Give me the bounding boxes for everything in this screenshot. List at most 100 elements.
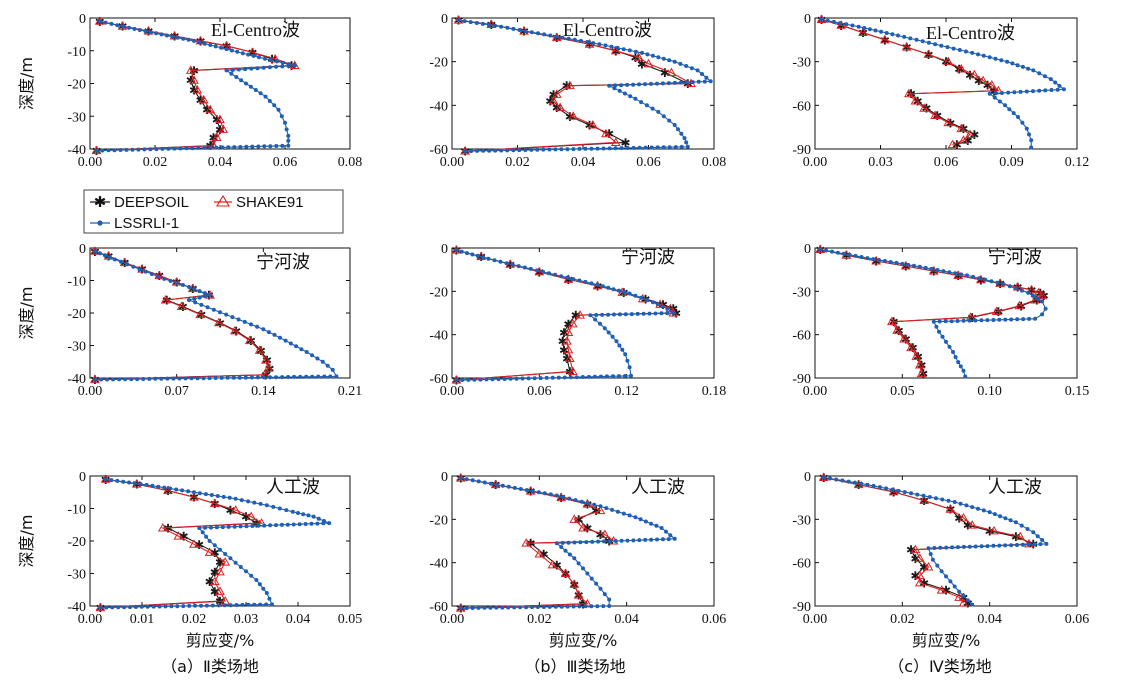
series-lssrli-1 bbox=[456, 18, 713, 154]
data-point bbox=[522, 265, 527, 270]
data-point bbox=[970, 505, 975, 510]
x-tick-label: 0.15 bbox=[1065, 384, 1090, 399]
data-point: ✱ bbox=[545, 94, 555, 108]
data-point bbox=[171, 277, 182, 286]
data-point bbox=[168, 278, 173, 283]
data-point bbox=[219, 45, 224, 50]
data-point bbox=[672, 123, 677, 127]
x-tick-label: 0.03 bbox=[234, 612, 259, 627]
y-axis-label: 深度/m bbox=[17, 287, 36, 340]
data-point bbox=[965, 129, 975, 138]
data-point bbox=[567, 318, 578, 328]
data-point bbox=[944, 574, 948, 579]
data-point bbox=[209, 493, 214, 497]
x-tick-label: 0.08 bbox=[338, 155, 363, 170]
data-point bbox=[656, 55, 661, 60]
data-point bbox=[97, 251, 102, 256]
data-point bbox=[637, 145, 642, 150]
data-point bbox=[208, 43, 213, 47]
data-point bbox=[215, 586, 225, 595]
data-point bbox=[109, 478, 114, 483]
data-point bbox=[1040, 312, 1045, 317]
data-point: ✱ bbox=[974, 74, 984, 88]
data-point bbox=[912, 263, 916, 268]
data-point bbox=[157, 604, 162, 609]
data-point bbox=[617, 374, 621, 379]
data-point: ✱ bbox=[901, 333, 911, 347]
data-point bbox=[973, 544, 978, 549]
data-point bbox=[882, 259, 887, 263]
data-point: ✱ bbox=[205, 575, 215, 589]
data-point bbox=[600, 284, 605, 289]
data-point bbox=[563, 344, 574, 354]
data-point bbox=[474, 21, 479, 25]
data-point bbox=[638, 517, 643, 522]
data-point bbox=[310, 353, 314, 358]
data-point bbox=[818, 247, 823, 252]
data-point bbox=[919, 495, 930, 505]
data-point bbox=[578, 540, 583, 545]
data-point bbox=[659, 311, 664, 316]
data-point bbox=[270, 602, 274, 607]
data-point bbox=[494, 605, 499, 610]
data-point bbox=[104, 605, 109, 610]
data-point bbox=[196, 146, 201, 150]
data-point bbox=[505, 25, 510, 30]
data-point bbox=[204, 603, 209, 608]
data-point bbox=[595, 604, 600, 609]
data-point bbox=[327, 521, 332, 526]
y-tick-label: 0 bbox=[441, 470, 448, 485]
data-point bbox=[1001, 282, 1006, 287]
data-point bbox=[225, 375, 230, 380]
data-point: ✱ bbox=[913, 350, 923, 364]
data-point bbox=[971, 274, 976, 279]
data-point bbox=[945, 45, 950, 50]
data-point bbox=[682, 136, 687, 141]
data-point bbox=[98, 605, 103, 610]
series-shake91 bbox=[90, 246, 274, 384]
data-point: ✱ bbox=[559, 343, 569, 357]
data-point bbox=[819, 17, 824, 22]
data-point bbox=[243, 67, 248, 72]
data-point bbox=[877, 258, 881, 262]
data-point bbox=[1043, 88, 1048, 93]
data-point bbox=[290, 509, 295, 514]
data-point bbox=[578, 522, 588, 532]
data-point bbox=[192, 296, 197, 301]
series-lssrli-1 bbox=[98, 477, 332, 610]
data-point bbox=[250, 524, 255, 528]
data-point bbox=[215, 566, 225, 576]
data-point bbox=[595, 282, 600, 287]
data-point bbox=[197, 295, 202, 300]
data-point bbox=[238, 145, 243, 149]
data-point bbox=[230, 505, 241, 514]
data-point bbox=[684, 80, 689, 85]
y-tick-label: -40 bbox=[429, 329, 448, 344]
data-point bbox=[261, 65, 266, 70]
data-point bbox=[955, 319, 960, 323]
chart-3: 0.00 0.03 0.06 0.09 0.12 0 -30 -60 -90 El-Centro波… bbox=[792, 12, 1089, 170]
data-point bbox=[488, 481, 493, 486]
data-point bbox=[316, 374, 321, 379]
data-point bbox=[1035, 534, 1040, 539]
data-point bbox=[1026, 290, 1031, 295]
data-point bbox=[1000, 91, 1004, 95]
data-point bbox=[1027, 132, 1031, 137]
data-point bbox=[541, 269, 545, 274]
data-point bbox=[944, 339, 948, 344]
data-point bbox=[583, 146, 588, 151]
data-point bbox=[601, 128, 611, 138]
data-point bbox=[947, 270, 952, 275]
data-point bbox=[244, 144, 249, 149]
data-point bbox=[141, 377, 146, 381]
data-point bbox=[879, 29, 884, 34]
x-tick-label: 0.06 bbox=[934, 155, 959, 170]
data-point bbox=[143, 269, 148, 274]
data-point bbox=[529, 147, 534, 152]
data-point: ✱ bbox=[574, 513, 584, 527]
data-point bbox=[280, 143, 285, 148]
data-point bbox=[125, 262, 130, 267]
data-point: ✱ bbox=[264, 362, 274, 376]
x-tick-label: 0.09 bbox=[999, 155, 1024, 170]
chart-5: 0.00 0.06 0.12 0.180-20-40-60宁河波✱✱✱✱✱✱✱✱✱✱✱… bbox=[429, 242, 726, 399]
